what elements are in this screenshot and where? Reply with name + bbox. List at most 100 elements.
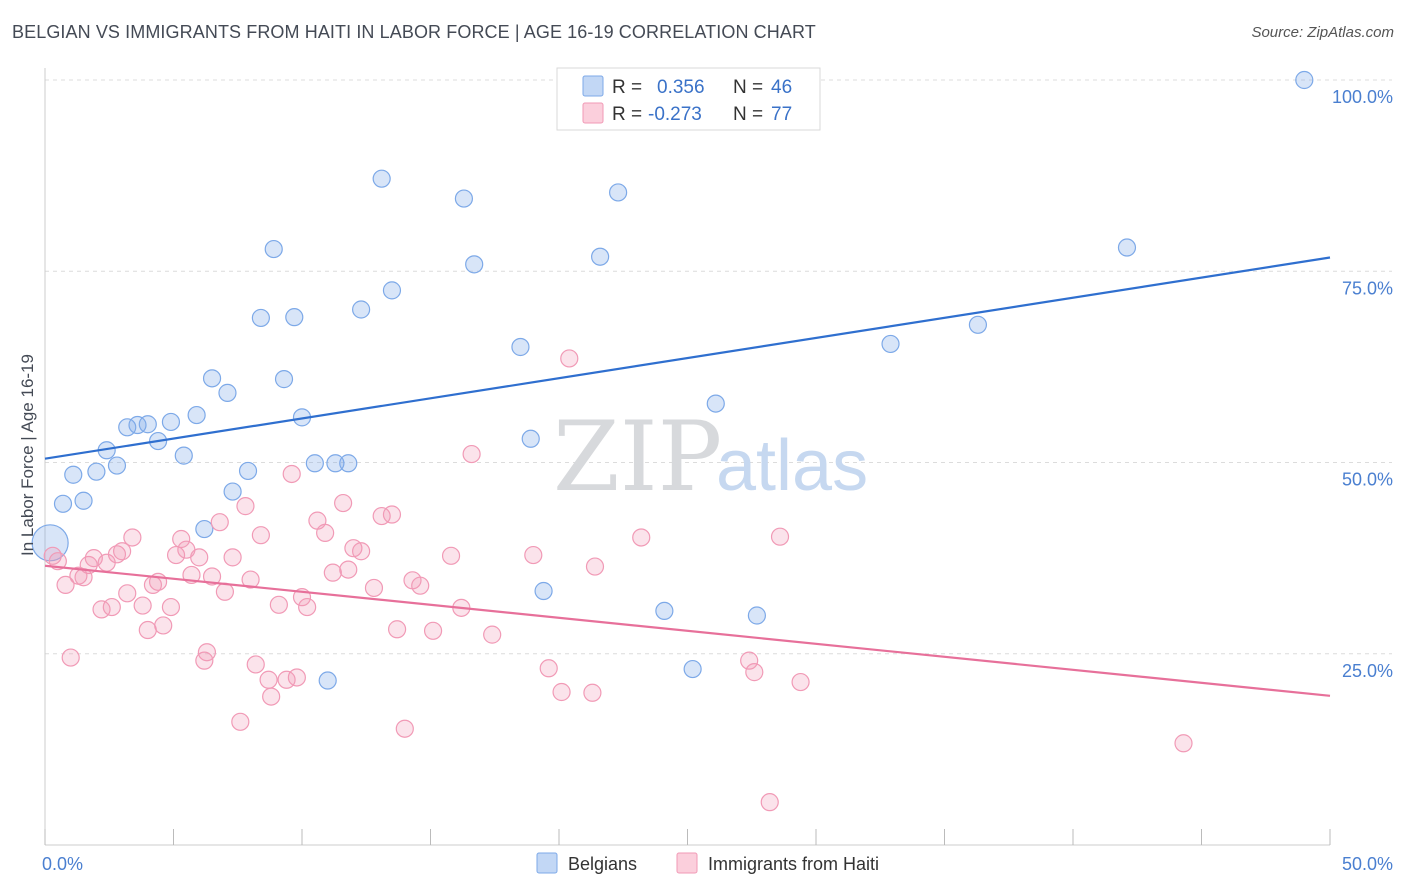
gridlines (45, 79, 1392, 655)
belgian-point (128, 415, 147, 435)
legend-swatch-belgians (582, 75, 604, 97)
legend-n-label-belgians: N = (733, 77, 763, 98)
belgian-point (285, 308, 304, 327)
belgian-point (683, 659, 702, 679)
belgian-point (326, 454, 345, 473)
haiti-point (334, 493, 353, 513)
belgian-point (305, 454, 324, 473)
belgian-point (161, 412, 181, 432)
haiti-point (770, 527, 790, 546)
haiti-point (583, 683, 602, 702)
haiti-point (123, 528, 142, 547)
haiti-point (138, 620, 157, 640)
belgian-point (465, 255, 484, 274)
y-tick-label: 50.0% (1342, 470, 1393, 490)
tick-labels: 25.0% 50.0% 75.0% 100.0% 0.0% 50.0% (42, 87, 1393, 874)
watermark-zip: ZIP (553, 401, 722, 513)
haiti-point (102, 597, 121, 617)
belgian-point (74, 491, 93, 510)
y-tick-label: 100.0% (1332, 87, 1393, 107)
haiti-point (298, 597, 317, 617)
haiti-point (223, 548, 242, 567)
haiti-point (43, 546, 62, 565)
legend-r-value-haiti: -0.273 (648, 104, 702, 125)
belgian-point (881, 334, 900, 354)
legend-n-value-haiti: 77 (771, 104, 792, 125)
belgian-point (382, 281, 402, 300)
bottom-legend-label-belgians: Belgians (568, 854, 637, 874)
belgian-point (223, 482, 242, 501)
belgian-trend-line (44, 256, 1331, 460)
belgian-point (318, 671, 337, 690)
haiti-trend-line (44, 564, 1331, 697)
haiti-point (56, 575, 75, 595)
x-tick-label: 50.0% (1342, 854, 1393, 874)
belgian-point (174, 446, 193, 465)
belgian-point (264, 239, 283, 259)
haiti-point (423, 621, 443, 640)
watermark: ZIP atlas (553, 401, 868, 513)
belgian-point (968, 315, 988, 334)
belgian-point (747, 606, 766, 625)
haiti-point (441, 546, 461, 565)
haiti-point (382, 505, 402, 524)
belgian-point (511, 337, 530, 357)
belgian-point (87, 462, 106, 481)
haiti-point (172, 529, 191, 549)
haiti-point (339, 560, 358, 579)
legend-n-value-belgians: 46 (771, 77, 792, 98)
haiti-point (760, 793, 779, 812)
haiti-point (552, 682, 571, 702)
bottom-legend-swatch-belgians (536, 852, 558, 874)
belgian-point (609, 183, 628, 202)
haiti-point (269, 595, 288, 614)
bottom-legend: Belgians Immigrants from Haiti (536, 852, 879, 874)
belgian-point (274, 370, 294, 389)
haiti-point (585, 557, 605, 576)
haiti-point (287, 668, 306, 687)
haiti-point (524, 545, 543, 565)
haiti-point (166, 545, 186, 565)
y-tick-label: 25.0% (1342, 661, 1393, 681)
haiti-point (215, 582, 234, 601)
haiti-point (118, 584, 137, 603)
haiti-point (352, 542, 371, 561)
belgian-point (187, 405, 206, 425)
haiti-point (236, 497, 255, 516)
haiti-point (231, 712, 250, 731)
haiti-point (48, 552, 67, 571)
haiti-point (560, 349, 579, 368)
legend-swatch-haiti (582, 102, 604, 124)
haiti-point (632, 528, 651, 547)
belgian-point (1117, 238, 1137, 257)
bottom-legend-swatch-haiti (676, 852, 698, 874)
belgian-point (534, 581, 553, 601)
belgian-point (591, 247, 610, 266)
haiti-point (154, 616, 173, 635)
belgian-point (454, 189, 474, 208)
chart-title: BELGIAN VS IMMIGRANTS FROM HAITI IN LABO… (12, 22, 816, 42)
belgian-point (352, 300, 371, 319)
legend-box: R = 0.356 N = 46 R = -0.273 N = 77 (556, 67, 821, 131)
haiti-point (462, 444, 481, 464)
legend-r-value-belgians: 0.356 (657, 77, 705, 98)
haiti-point (539, 659, 558, 678)
haiti-point (411, 576, 430, 595)
haiti-point (262, 687, 281, 706)
haiti-point (112, 542, 132, 561)
haiti-point (210, 513, 229, 532)
haiti-point (190, 548, 209, 567)
haiti-point (107, 545, 127, 564)
bottom-legend-label-haiti: Immigrants from Haiti (708, 854, 879, 874)
haiti-point (364, 578, 384, 598)
haiti-point (241, 570, 260, 589)
belgian-point (202, 369, 222, 388)
y-tick-label: 75.0% (1342, 278, 1393, 298)
haiti-point (246, 655, 265, 674)
haiti-point (161, 597, 181, 617)
belgian-point (521, 429, 540, 448)
belgian-point (138, 415, 157, 434)
belgian-point (706, 394, 725, 413)
haiti-point (251, 526, 270, 545)
belgian-point (251, 308, 270, 328)
